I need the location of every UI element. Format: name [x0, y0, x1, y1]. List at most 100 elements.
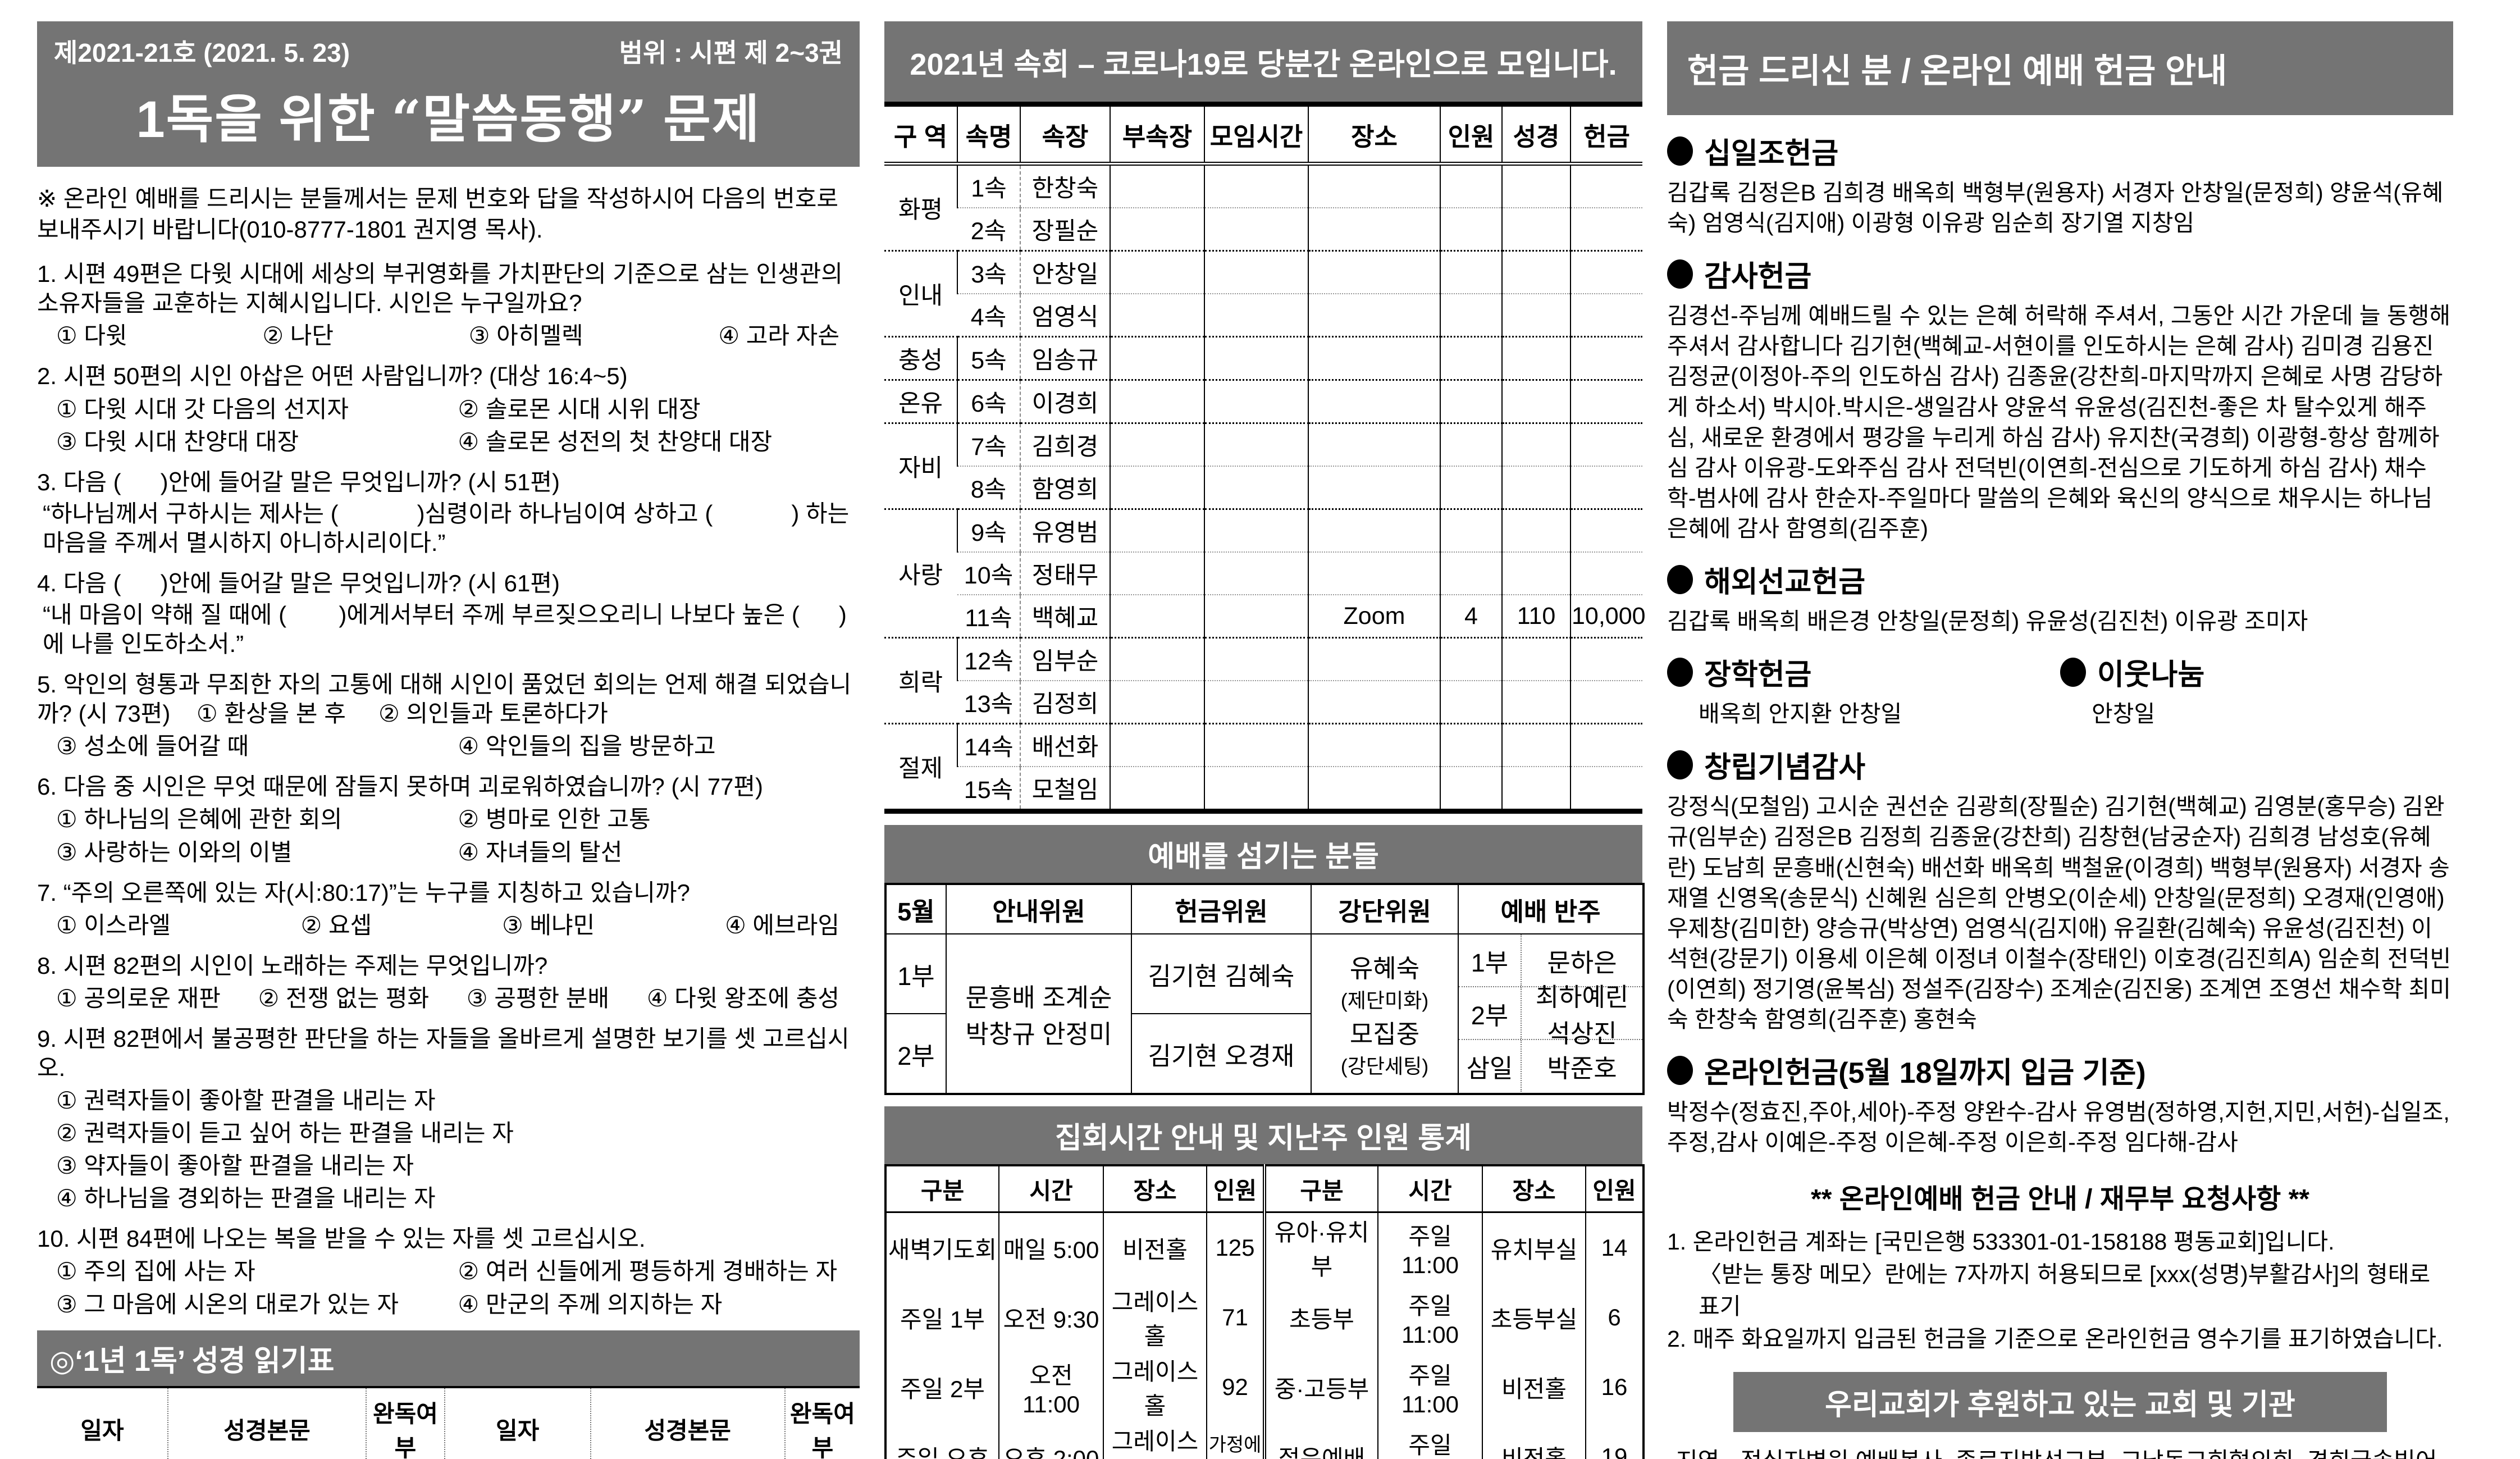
meeting-row: 주일 오후 오후 2:00그레이스홀가정에서젊은예배주일 13:30비전홀19 [885, 1422, 1644, 1459]
question-text: 3. 다음 ( )안에 들어갈 말은 무엇입니까? (시 51편) [37, 468, 560, 495]
cell-group-row: 희락 12속 임부순 [884, 637, 1642, 724]
reading-table-head: 일자 성경본문 완독여부 일자 성경본문 완독여부 [37, 1385, 860, 1459]
reading-column-header: 일자 [444, 1385, 591, 1459]
guide-line-1: 문흥배 조계순 [965, 983, 1112, 1012]
cell-count [1440, 466, 1502, 509]
support-lines: 지역 - 적십자병원 예배봉사, 종로지방선교부, 교남동교회협의회, 경희궁솔… [1667, 1444, 2453, 1459]
request-item-2: 2. 매주 화요일까지 입금된 헌금을 기준으로 온라인헌금 영수기를 표기하였… [1667, 1325, 2443, 1352]
cell-group-column-header: 부속장 [1110, 104, 1204, 166]
cell-group-row: 2속 장필순 [884, 207, 1642, 251]
option-line: ② 권력자들이 듣고 싶어 하는 판결을 내리는 자 [37, 1119, 860, 1148]
option: ④ 고라 자손 [718, 322, 839, 349]
cell-number: 2속 [957, 207, 1020, 251]
service-1-label: 1부 [885, 933, 947, 1014]
option-line: ① 하나님의 은혜에 관한 회의 ② 병마로 인한 고통 [37, 805, 860, 834]
cell-meeting-time [1204, 680, 1308, 724]
cell-vice-leader [1110, 723, 1204, 767]
cell-group-column-header: 구 역 [884, 104, 957, 166]
podium-note-2: (강단세팅) [1340, 1055, 1429, 1078]
online-offering-title-text: 온라인헌금(5월 18일까지 입금 기준) [1704, 1057, 2146, 1090]
cell-offering [1570, 250, 1642, 294]
cell-count [1440, 293, 1502, 337]
title-suffix: 문제 [663, 91, 761, 148]
offering-members-1: 김기현 김혜숙 [1131, 933, 1312, 1014]
cell-number: 11속 [957, 594, 1020, 638]
cell-meeting-time [1204, 379, 1308, 423]
cell-place [1308, 422, 1440, 466]
cell-place [1308, 723, 1440, 767]
option-line: ③ 그 마음에 시온의 대로가 있는 자 ④ 만군의 주께 의지하는 자 [37, 1290, 860, 1319]
cell-bible [1501, 336, 1571, 380]
cell-vice-leader [1110, 594, 1204, 638]
meeting-cell: 주일 11:00 [1377, 1283, 1482, 1352]
cell-leader: 정태무 [1020, 551, 1110, 595]
accompanist-name: 박준호 [1547, 1054, 1617, 1083]
reading-column-header: 완독여부 [784, 1385, 860, 1459]
option-line: ① 공의로운 재판 ② 전쟁 없는 평화 ③ 공평한 분배 ④ 다윗 왕조에 충성 [37, 984, 860, 1013]
question: 4. 다음 ( )안에 들어갈 말은 무엇입니까? (시 61편) “내 마음이 … [37, 569, 860, 659]
podium-members: 유혜숙 (제단미화) 모집중 (강단세팅) [1311, 933, 1459, 1095]
thanks-title-text: 감사헌금 [1704, 261, 1812, 294]
cell-leader: 유영범 [1020, 508, 1110, 552]
podium-note-1: (제단미화) [1340, 989, 1429, 1012]
neighbor-section: 이웃나눔 안창일 [2060, 636, 2453, 729]
scholarship-title: 장학헌금 [1667, 651, 2060, 693]
option: ③ 다윗 시대 찬양대 대장 [56, 428, 299, 455]
scholarship-title-text: 장학헌금 [1704, 659, 1812, 692]
meeting-table-head: 구분 시간 장소 인원 구분 시간 장소 인원 [885, 1165, 1644, 1213]
cell-group-table: 구 역 속명 속장 부속장 모임시간 장소 인원 성경 헌금 화평 1속 한창숙 2속 장필순 인내 3속 안… [884, 102, 1646, 814]
meeting-column-header: 시간 [1377, 1165, 1482, 1213]
reading-column-header: 성경본문 [590, 1385, 785, 1459]
bullet-icon [1667, 259, 1693, 289]
meeting-cell: 비전홀 [1482, 1352, 1586, 1422]
meeting-cell: 오전 11:00 [998, 1352, 1103, 1422]
scripture-range: 범위 : 시편 제 2~3권 [619, 38, 843, 67]
podium-header: 강단위원 [1311, 883, 1459, 934]
option: ④ 악인들의 집을 방문하고 [458, 733, 716, 760]
cell-count [1440, 637, 1502, 681]
mission-names: 김갑록 배옥희 배은경 안창일(문정희) 유윤성(김진천) 이유광 조미자 [1667, 608, 2308, 635]
question: 5. 악인의 형통과 무죄한 자의 고통에 대해 시인이 품었던 회의는 언제 … [37, 670, 860, 761]
cell-group-row: 화평 1속 한창숙 [884, 163, 1642, 224]
bullet-icon [1667, 136, 1693, 166]
cell-vice-leader [1110, 293, 1204, 337]
meeting-cell: 가정에서 [1206, 1422, 1264, 1459]
bullet-icon [1667, 750, 1693, 779]
cell-leader: 이경희 [1020, 379, 1110, 423]
quiz-intro: ※ 온라인 예배를 드리시는 분들께서는 문제 번호와 답을 작성하시어 다음의… [37, 185, 845, 243]
option-line: ③ 성소에 들어갈 때 ④ 악인들의 집을 방문하고 [37, 732, 860, 761]
cell-offering [1570, 508, 1642, 552]
meeting-cell: 16 [1585, 1352, 1644, 1422]
cell-bible: 110 [1501, 594, 1571, 638]
cell-meeting-time [1204, 293, 1308, 337]
zone-name: 온유 [884, 379, 957, 423]
question-text: 5. 악인의 형통과 무죄한 자의 고통에 대해 시인이 품었던 회의는 언제 … [37, 671, 852, 727]
podium-name-1: 유혜숙 [1349, 954, 1420, 983]
cell-meeting-time [1204, 723, 1308, 767]
cell-place [1308, 680, 1440, 724]
cell-meeting-time [1204, 163, 1308, 208]
meeting-cell: 주일 13:30 [1377, 1422, 1482, 1459]
cell-bible [1501, 379, 1571, 423]
option: ③ 사랑하는 이와의 이별 [56, 838, 293, 865]
cell-meeting-time [1204, 422, 1308, 466]
meeting-cell: 초등부실 [1482, 1283, 1586, 1352]
cell-leader: 모철임 [1020, 766, 1110, 811]
cell-vice-leader [1110, 336, 1204, 380]
meeting-column-header: 인원 [1585, 1165, 1644, 1213]
service-2-label: 2부 [885, 1013, 947, 1095]
cell-bible [1501, 637, 1571, 681]
reading-column-header: 성경본문 [167, 1385, 366, 1459]
worship-row-2: 2부 김기현 오경재 [885, 1013, 1644, 1095]
cell-group-row: 13속 김정희 [884, 680, 1642, 724]
podium-name-2: 모집중 [1349, 1020, 1420, 1048]
cell-count [1440, 207, 1502, 251]
bullet-icon [1667, 564, 1693, 594]
meeting-cell: 71 [1206, 1283, 1264, 1352]
cell-number: 3속 [957, 250, 1020, 294]
meeting-row: 주일 1부 오전 9:30 그레이스홀 71 초등부 주일 11:00 초등부실 6 [885, 1283, 1644, 1352]
neighbor-title: 이웃나눔 [2060, 651, 2453, 693]
option: ③ 공평한 분배 [466, 984, 610, 1011]
option: ④ 에브라임 [725, 911, 839, 938]
